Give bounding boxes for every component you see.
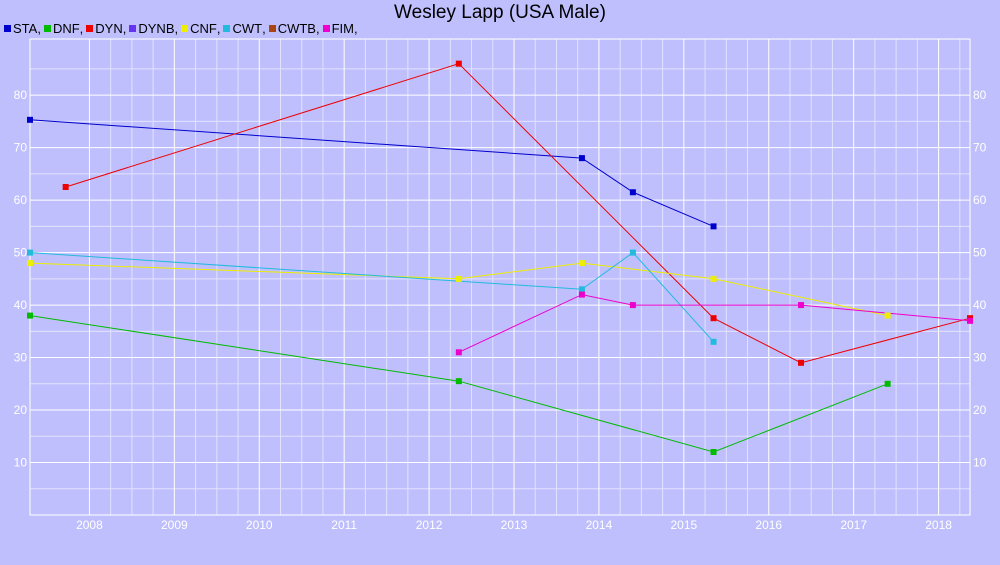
x-tick-label: 2011 [331,518,357,532]
y-tick-label-left: 30 [14,351,28,365]
legend-swatch [43,25,51,32]
legend-swatch [4,25,11,32]
legend-swatch [223,25,231,32]
legend-swatch [86,25,94,32]
y-tick-label-right: 10 [973,456,987,470]
x-tick-label: 2014 [586,518,613,532]
data-point-sta [710,223,717,230]
data-point-cnf [884,312,891,319]
legend-separator: , [262,21,266,36]
y-tick-label-left: 60 [14,193,28,207]
data-point-sta [629,189,636,196]
x-tick-label: 2013 [501,518,528,532]
legend-item-cwtb: CWTB, [268,21,320,36]
legend-label: DNF [52,21,80,36]
data-point-dnf [884,380,891,387]
y-tick-label-left: 50 [14,246,28,260]
y-tick-label-right: 20 [973,403,987,417]
data-point-cnf [455,275,462,282]
x-tick-label: 2009 [161,518,188,532]
data-point-dyn [710,315,717,322]
legend-label: STA [13,21,38,36]
legend-label: CWTB [277,21,316,36]
data-point-dnf [455,378,462,385]
data-point-sta [27,116,33,123]
legend-label: CWT [232,21,263,36]
data-point-dyn [455,60,462,67]
data-point-dnf [27,312,33,319]
legend-item-dyn: DYN, [86,21,126,36]
y-tick-label-left: 20 [14,403,28,417]
x-tick-label: 2010 [246,518,273,532]
y-tick-label-right: 60 [973,193,987,207]
series-line-cnf [29,262,888,317]
legend-label: DYN [95,21,123,36]
y-tick-label-left: 40 [14,298,28,312]
legend-swatch [268,25,276,32]
legend: STA, DNF, DYN, DYNB, CNF, CWT, CWTB, FIM, [4,21,361,36]
y-tick-label-left: 10 [14,456,28,470]
legend-item-dnf: DNF, [43,21,84,36]
chart-title: Wesley Lapp (USA Male) [394,2,606,23]
legend-item-cnf: CNF, [181,21,220,36]
y-tick-label-left: 70 [14,141,28,155]
legend-item-dynb: DYNB, [129,21,178,36]
legend-swatch [129,25,137,32]
data-point-cnf [27,260,33,267]
legend-swatch [181,25,189,32]
legend-separator: , [216,21,221,36]
legend-label: FIM [331,21,354,36]
series-line-dnf [29,315,888,453]
legend-swatch [322,25,330,32]
series-line-sta [29,119,714,227]
data-point-cwt [629,249,636,256]
legend-separator: , [315,21,320,36]
x-tick-label: 2018 [925,518,952,532]
data-point-cnf [710,275,717,282]
legend-label: DYNB [138,21,175,36]
data-point-dyn [62,183,69,190]
legend-label: CNF [190,21,217,36]
data-point-fim [578,291,585,298]
series-line-dyn [65,63,971,364]
legend-item-sta: STA, [4,21,41,36]
legend-separator: , [37,21,41,36]
plot-frame [29,38,971,516]
x-tick-label: 2016 [755,518,782,532]
y-tick-label-right: 80 [973,88,987,102]
data-point-fim [455,349,462,356]
data-point-cwt [710,338,717,345]
x-tick-label: 2015 [670,518,697,532]
y-tick-label-right: 30 [973,351,987,365]
data-point-fim [798,302,805,309]
y-tick-label-right: 50 [973,246,987,260]
x-tick-label: 2008 [76,518,103,532]
legend-item-fim: FIM, [322,21,358,36]
y-tick-label-left: 80 [14,88,28,102]
series-line-cwt [29,251,714,343]
legend-separator: , [174,21,179,36]
legend-separator: , [354,21,358,36]
data-point-cnf [578,260,585,267]
legend-separator: , [79,21,84,36]
data-point-cwt [578,286,585,293]
y-tick-label-right: 40 [973,298,987,312]
legend-item-cwt: CWT, [223,21,266,36]
data-point-fim [629,302,636,309]
x-tick-label: 2017 [840,518,867,532]
x-tick-label: 2012 [416,518,443,532]
data-point-cwt [27,249,33,256]
data-point-dnf [710,449,717,456]
legend-separator: , [122,21,127,36]
data-point-sta [578,155,585,162]
y-tick-label-right: 70 [973,141,987,155]
data-point-fim [967,317,973,324]
data-point-dyn [798,359,805,366]
